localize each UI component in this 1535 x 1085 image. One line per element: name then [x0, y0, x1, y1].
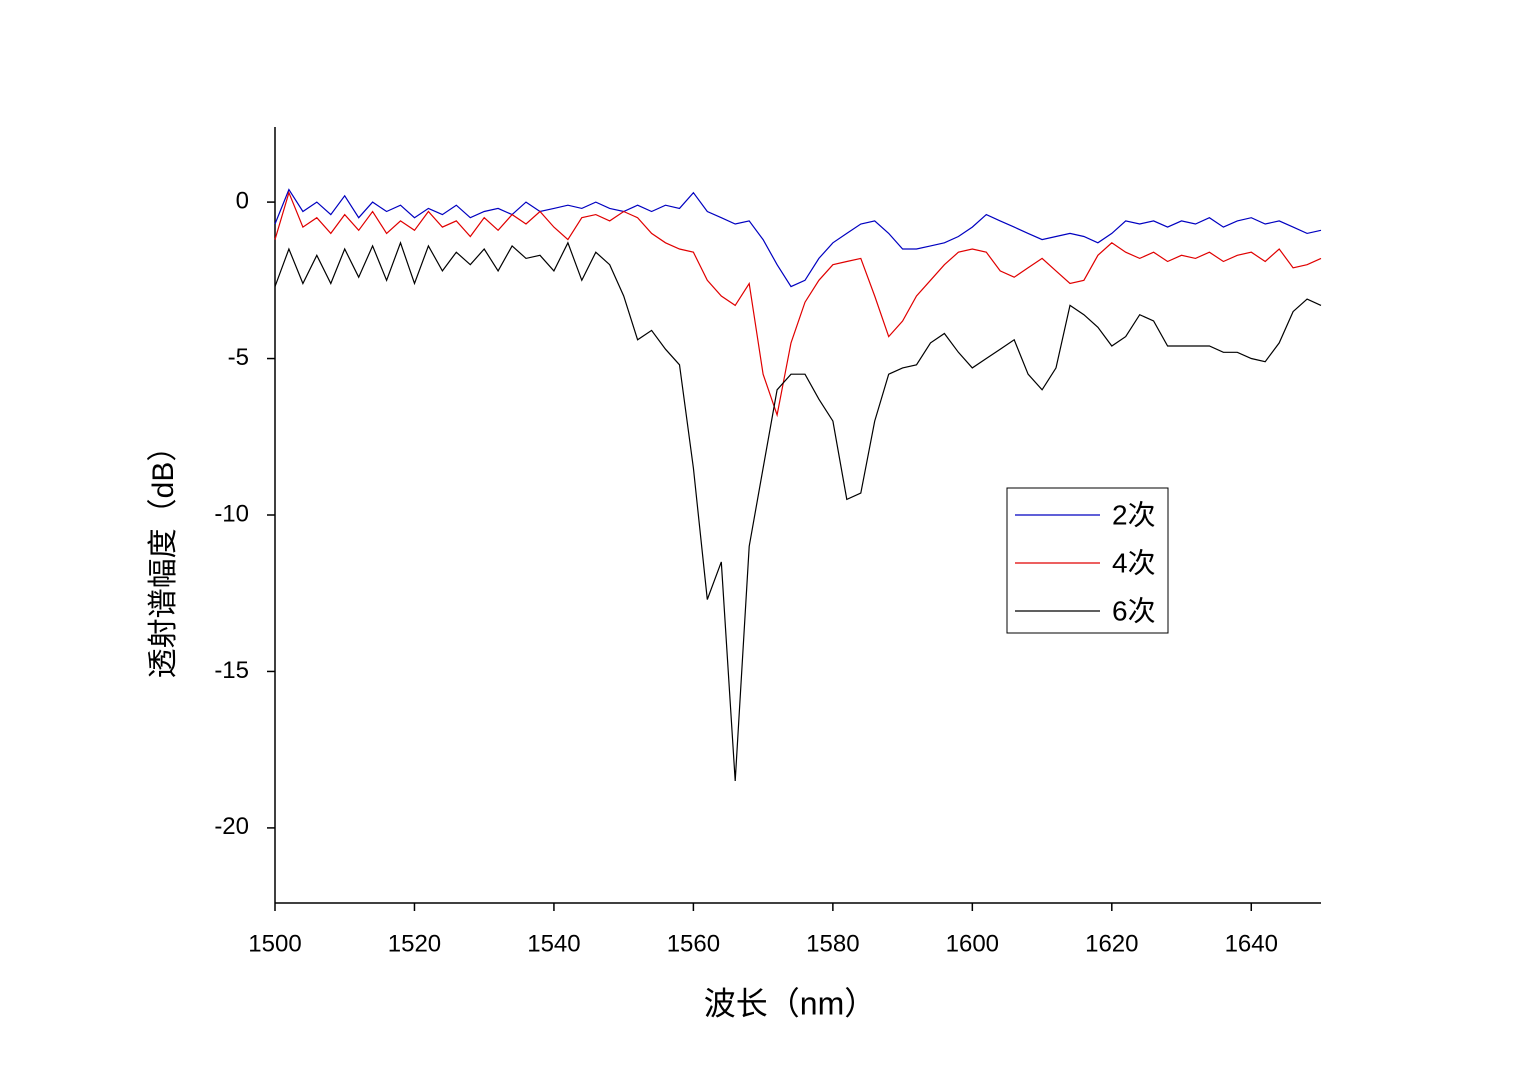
- x-tick-label: 1580: [806, 930, 859, 957]
- x-tick-label: 1600: [946, 930, 999, 957]
- x-tick-label: 1520: [388, 930, 441, 957]
- x-tick-label: 1620: [1085, 930, 1138, 957]
- x-tick-label: 1540: [527, 930, 580, 957]
- y-tick-label: 0: [236, 187, 249, 214]
- legend-label: 2次: [1112, 499, 1156, 530]
- data-line: [274, 241, 1322, 782]
- x-axis-label: 波长（nm）: [704, 985, 876, 1021]
- legend-label: 6次: [1112, 595, 1156, 626]
- legend-label: 4次: [1112, 547, 1156, 578]
- data-line: [274, 190, 1322, 418]
- x-tick-label: 1560: [667, 930, 720, 957]
- y-tick-label: -5: [228, 344, 249, 371]
- y-tick-label: -15: [214, 657, 249, 684]
- x-tick-label: 1640: [1225, 930, 1278, 957]
- y-tick-label: -10: [214, 500, 249, 527]
- y-axis-label: 透射谱幅度（dB）: [147, 432, 180, 679]
- data-line: [274, 188, 1322, 288]
- legend-box: [1006, 487, 1169, 634]
- y-tick-label: -20: [214, 813, 249, 840]
- x-tick-label: 1500: [248, 930, 301, 957]
